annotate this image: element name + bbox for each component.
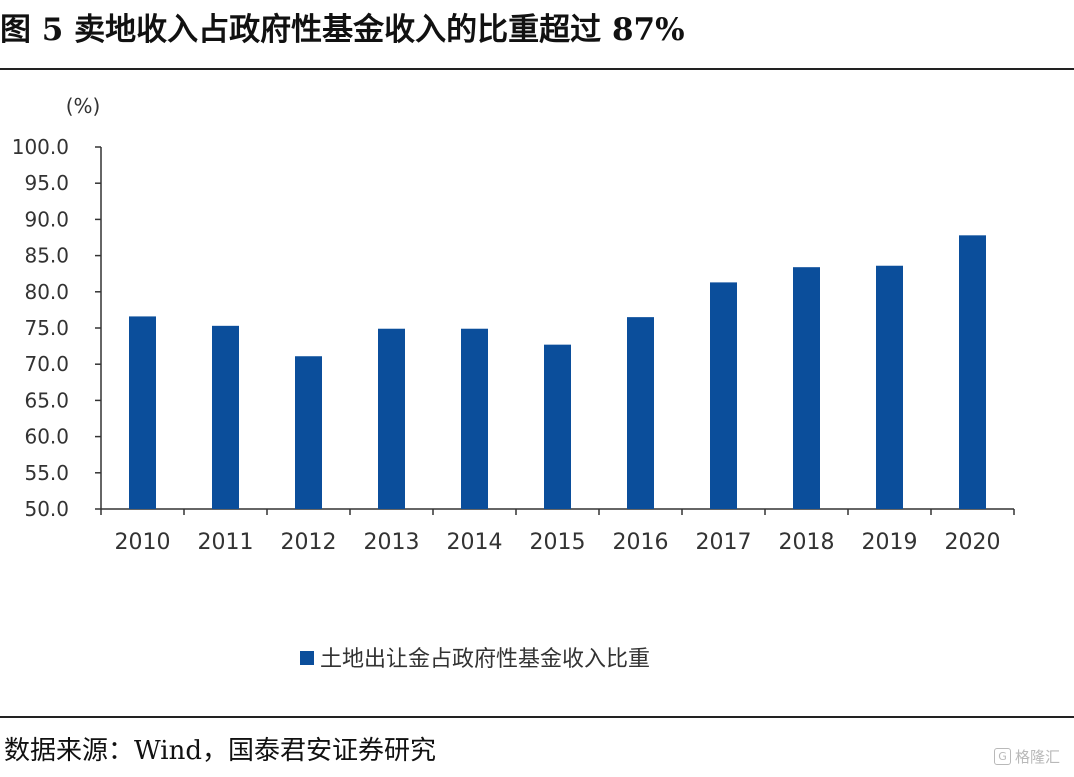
y-tick-label: 85.0 [24, 244, 69, 268]
figure-title: 图 5 卖地收入占政府性基金收入的比重超过 87% [0, 12, 685, 48]
y-tick-label: 55.0 [24, 461, 69, 485]
y-tick-label: 65.0 [24, 388, 69, 412]
bar-series [129, 235, 986, 509]
bottom-divider [0, 716, 1074, 718]
bar [129, 316, 156, 509]
y-axis: 100.0 95.0 90.0 85.0 80.0 75.0 70.0 65.0 60.0 55.… [12, 135, 102, 521]
y-tick-label: 80.0 [24, 280, 69, 304]
bar [959, 235, 986, 509]
y-tick-label: 70.0 [24, 352, 69, 376]
watermark-text: 格隆汇 [1014, 748, 1060, 766]
y-tick-label: 75.0 [24, 316, 69, 340]
bar [627, 317, 654, 509]
legend-swatch [300, 651, 314, 665]
bar [212, 325, 239, 509]
y-tick-label: 95.0 [24, 171, 69, 195]
bar-chart: (%) 100.0 95.0 90.0 85.0 80.0 75.0 70.0 65.0 60.… [12, 94, 1015, 672]
bar [544, 344, 571, 509]
x-tick-label: 2015 [530, 530, 586, 555]
x-tick-label: 2020 [945, 530, 1001, 555]
y-tick-label: 100.0 [12, 135, 69, 159]
x-tick-label: 2013 [364, 530, 420, 555]
watermark: G 格隆汇 [993, 746, 1060, 767]
bar [710, 282, 737, 509]
bar [793, 267, 820, 509]
legend: 土地出让金占政府性基金收入比重 [300, 647, 650, 672]
y-tick-label: 60.0 [24, 425, 69, 449]
x-tick-label: 2012 [281, 530, 337, 555]
g-logo-icon: G [993, 748, 1011, 765]
y-tick-label: 90.0 [24, 207, 69, 231]
x-tick-label: 2011 [198, 530, 254, 555]
y-axis-unit-label: (%) [66, 94, 101, 118]
x-tick-label: 2017 [696, 530, 752, 555]
x-tick-label: 2018 [779, 530, 835, 555]
y-tick-label: 50.0 [24, 497, 69, 521]
bar [876, 265, 903, 509]
bar [461, 328, 488, 509]
x-axis: 2010 2011 2012 2013 2014 2015 2016 2017 2018 2019… [100, 508, 1015, 555]
x-tick-label: 2016 [613, 530, 669, 555]
legend-label: 土地出让金占政府性基金收入比重 [320, 647, 650, 672]
x-tick-label: 2010 [115, 530, 171, 555]
top-divider [0, 68, 1074, 70]
bar [295, 356, 322, 509]
bar [378, 328, 405, 509]
source-note: 数据来源：Wind，国泰君安证券研究 [4, 736, 436, 766]
x-tick-label: 2019 [862, 530, 918, 555]
x-tick-label: 2014 [447, 530, 503, 555]
